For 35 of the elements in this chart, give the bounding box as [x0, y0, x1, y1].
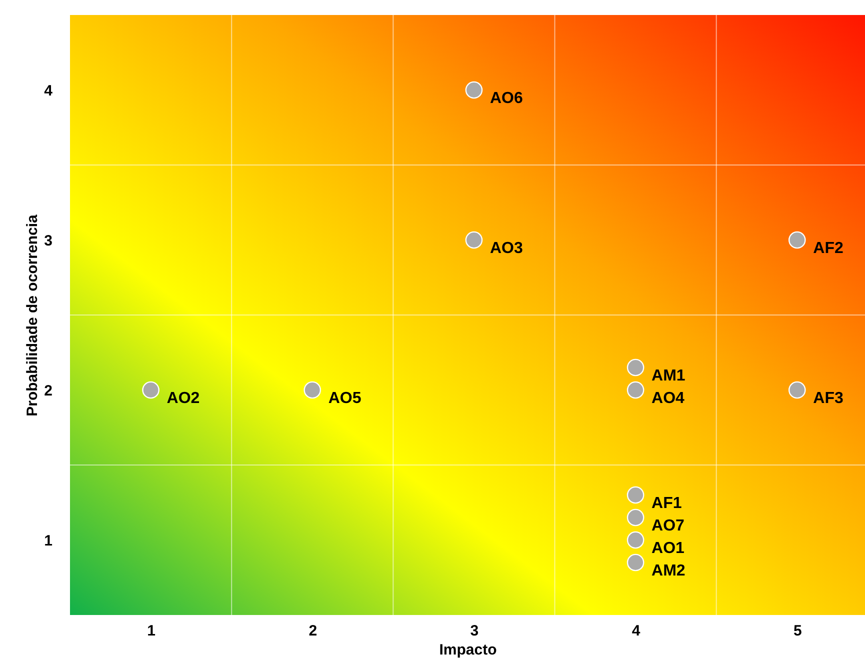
x-tick-label: 5 [793, 622, 802, 640]
annotation: AF2 [813, 240, 844, 257]
y-axis-title: Probabilidade de ocorrencia [24, 214, 42, 416]
point [626, 486, 644, 504]
annotation: AO2 [166, 390, 200, 407]
annotation: AO6 [490, 90, 523, 107]
annotation: AO4 [652, 390, 685, 407]
point [626, 531, 644, 549]
y-tick-label: 4 [44, 82, 54, 100]
point [626, 554, 644, 572]
x-tick-label: 2 [308, 622, 318, 640]
annotation: AO3 [490, 240, 523, 257]
point [788, 381, 806, 399]
point [304, 381, 322, 399]
y-tick-label: 1 [44, 532, 52, 550]
point [626, 381, 644, 399]
point [142, 381, 160, 399]
point [626, 508, 644, 526]
y-tick-label: 2 [44, 382, 52, 400]
annotation: AO7 [652, 518, 685, 534]
annotation: AO5 [328, 390, 362, 407]
annotation: AM2 [652, 562, 686, 580]
annotation: AO1 [652, 540, 685, 557]
point [465, 81, 483, 99]
x-tick-label: 3 [470, 622, 479, 640]
annotation: AM1 [652, 368, 686, 384]
annotation: AF1 [652, 495, 682, 512]
point [465, 231, 483, 249]
y-tick-label: 3 [44, 232, 52, 250]
x-axis-title: Impacto [439, 642, 497, 658]
x-tick-label: 1 [147, 622, 156, 640]
annotation: AF3 [813, 390, 844, 407]
x-tick-label: 4 [632, 622, 641, 640]
point [788, 231, 806, 249]
point [626, 358, 644, 376]
